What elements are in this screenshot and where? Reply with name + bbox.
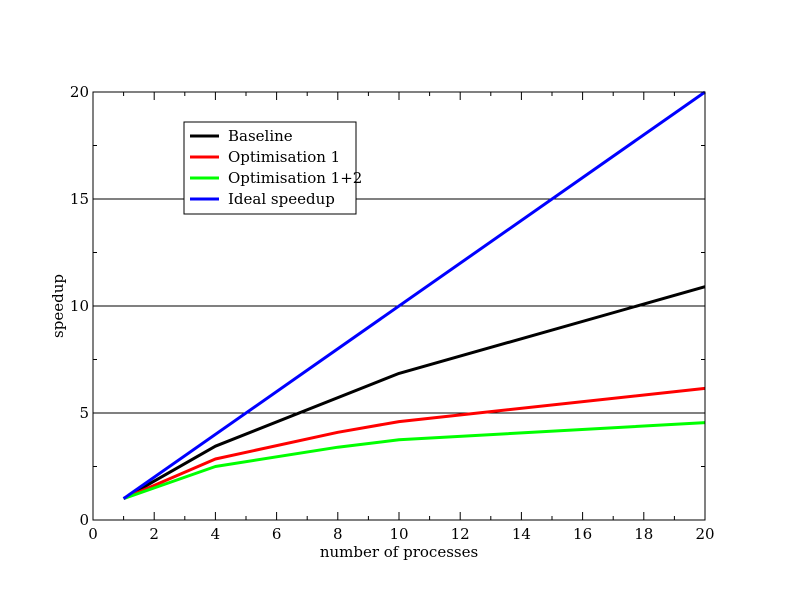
x-tick-label: 6 bbox=[272, 525, 282, 543]
y-tick-label: 15 bbox=[70, 190, 89, 208]
y-axis-title: speedup bbox=[49, 274, 67, 338]
tick-labels: 0 2 4 6 8 10 12 14 16 18 20 0 5 10 15 20 bbox=[70, 83, 715, 543]
x-tick-label: 4 bbox=[211, 525, 221, 543]
x-tick-label: 2 bbox=[149, 525, 159, 543]
legend-label-2: Optimisation 1+2 bbox=[228, 169, 362, 187]
legend-label-3: Ideal speedup bbox=[228, 190, 335, 208]
y-tick-label: 0 bbox=[79, 511, 89, 529]
x-axis-title: number of processes bbox=[320, 543, 478, 561]
x-tick-label: 18 bbox=[634, 525, 653, 543]
x-tick-label: 20 bbox=[695, 525, 714, 543]
axis-ticks bbox=[92, 91, 706, 521]
y-tick-label: 10 bbox=[70, 297, 89, 315]
legend-label-0: Baseline bbox=[228, 127, 293, 145]
x-tick-label: 12 bbox=[451, 525, 470, 543]
y-tick-label: 5 bbox=[79, 404, 89, 422]
x-tick-label: 0 bbox=[88, 525, 98, 543]
series-line-1 bbox=[123, 386, 706, 500]
series-line-0 bbox=[122, 285, 706, 500]
y-tick-label: 20 bbox=[70, 83, 89, 101]
series-lines bbox=[122, 90, 706, 501]
legend: Baseline Optimisation 1 Optimisation 1+2 Id… bbox=[183, 121, 362, 215]
series-line-2 bbox=[123, 421, 706, 501]
series-line-3 bbox=[122, 90, 706, 500]
x-tick-label: 8 bbox=[333, 525, 343, 543]
x-tick-label: 16 bbox=[573, 525, 592, 543]
x-tick-label: 14 bbox=[512, 525, 531, 543]
x-tick-label: 10 bbox=[389, 525, 408, 543]
legend-label-1: Optimisation 1 bbox=[228, 148, 340, 166]
